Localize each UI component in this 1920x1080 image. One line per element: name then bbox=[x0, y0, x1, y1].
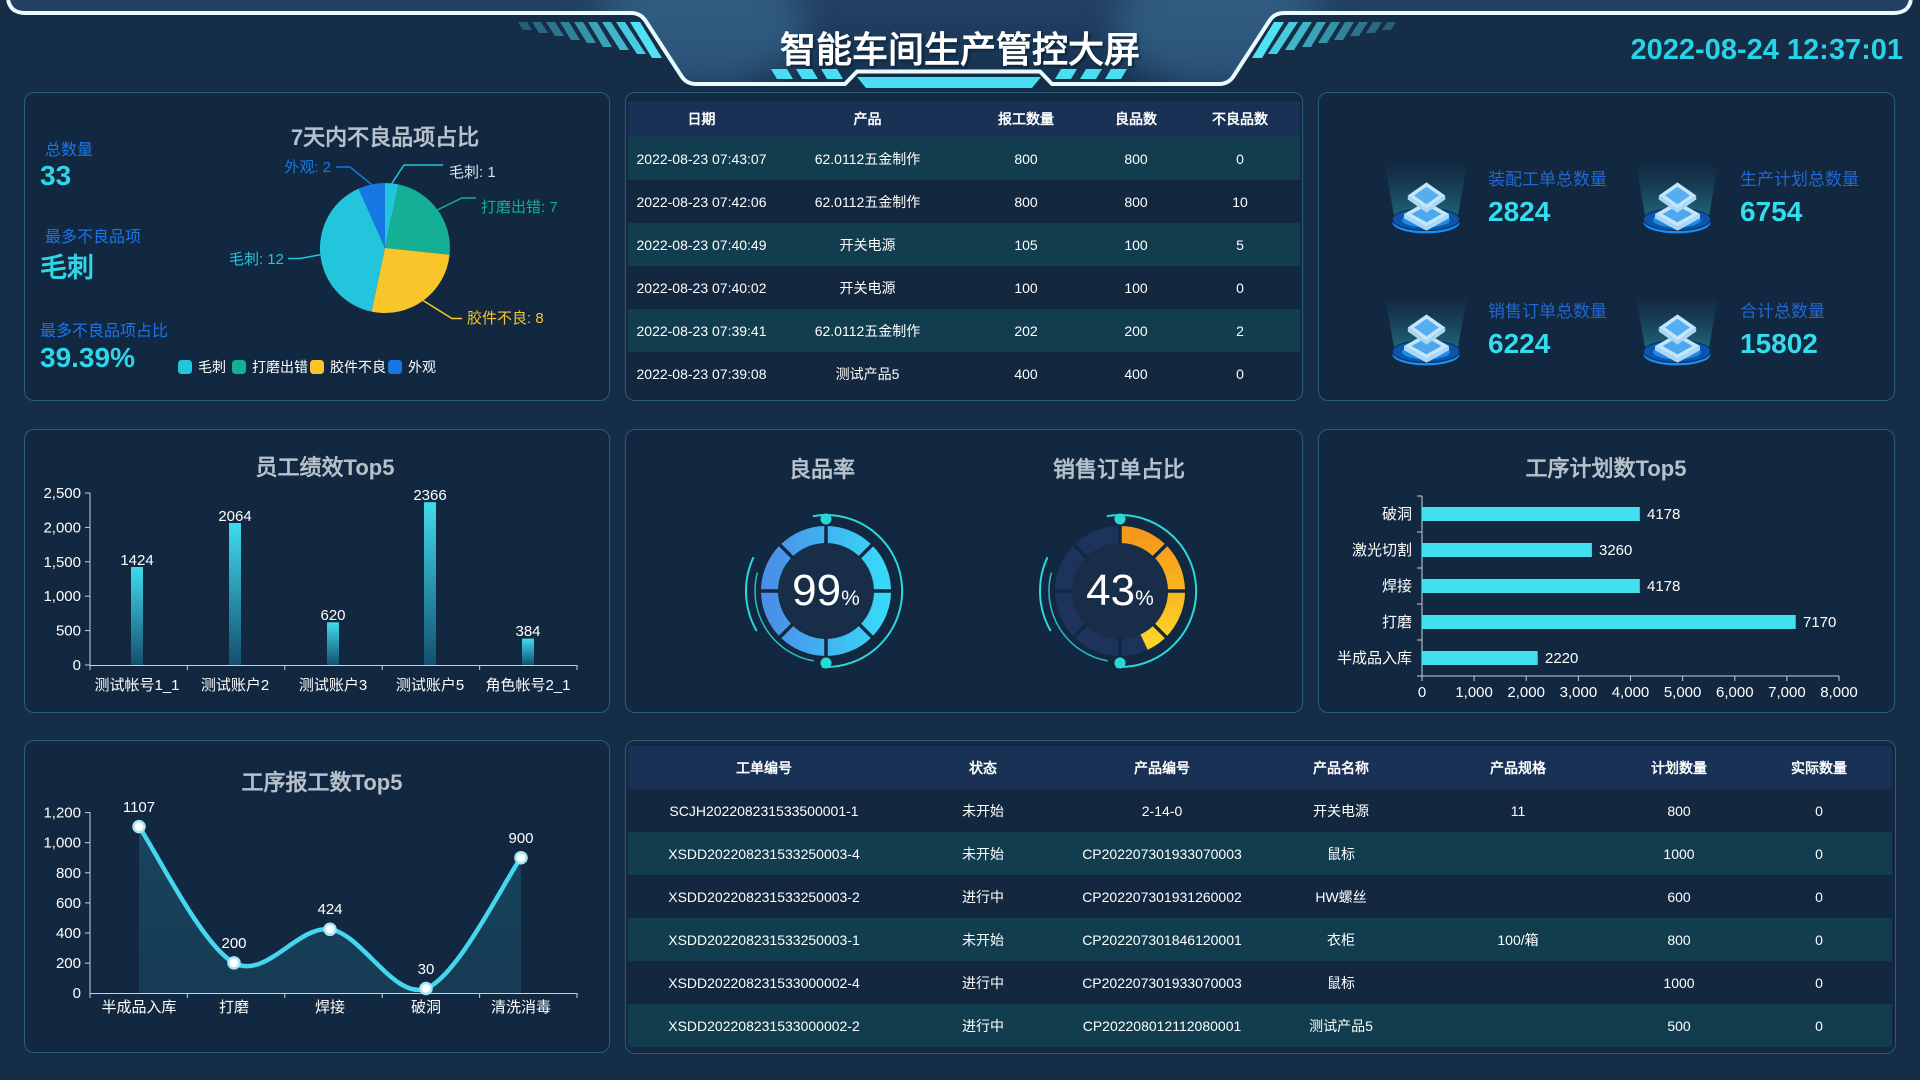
svg-text:7,000: 7,000 bbox=[1768, 684, 1806, 701]
svg-text:1424: 1424 bbox=[120, 552, 153, 569]
svg-text:4178: 4178 bbox=[1647, 506, 1680, 523]
svg-text:2,000: 2,000 bbox=[43, 519, 81, 536]
svg-text:焊接: 焊接 bbox=[315, 999, 345, 1016]
svg-text:毛刺: 12: 毛刺: 12 bbox=[229, 251, 284, 268]
svg-text:30: 30 bbox=[418, 961, 435, 978]
svg-text:2,500: 2,500 bbox=[43, 485, 81, 502]
svg-text:1,500: 1,500 bbox=[43, 554, 81, 571]
svg-text:焊接: 焊接 bbox=[1382, 578, 1412, 595]
svg-text:2366: 2366 bbox=[413, 487, 446, 504]
svg-text:1,200: 1,200 bbox=[43, 805, 81, 822]
svg-text:胶件不良: 胶件不良 bbox=[330, 359, 386, 375]
svg-text:胶件不良: 8: 胶件不良: 8 bbox=[467, 310, 544, 327]
svg-text:2064: 2064 bbox=[218, 508, 251, 525]
svg-text:破洞: 破洞 bbox=[411, 999, 441, 1016]
svg-text:1,000: 1,000 bbox=[43, 588, 81, 605]
svg-text:打磨出错: 7: 打磨出错: 7 bbox=[481, 199, 558, 216]
svg-text:1,000: 1,000 bbox=[43, 835, 81, 852]
svg-text:0: 0 bbox=[73, 985, 81, 1002]
svg-text:500: 500 bbox=[56, 623, 81, 640]
svg-text:6,000: 6,000 bbox=[1716, 684, 1754, 701]
svg-text:5,000: 5,000 bbox=[1664, 684, 1702, 701]
svg-text:600: 600 bbox=[56, 895, 81, 912]
svg-text:200: 200 bbox=[56, 955, 81, 972]
svg-text:测试账户3: 测试账户3 bbox=[299, 677, 367, 694]
svg-text:测试帐号1_1: 测试帐号1_1 bbox=[94, 677, 179, 694]
svg-text:200: 200 bbox=[221, 935, 246, 952]
svg-text:半成品入库: 半成品入库 bbox=[101, 999, 176, 1016]
svg-text:2,000: 2,000 bbox=[1507, 684, 1545, 701]
svg-text:外观: 2: 外观: 2 bbox=[284, 159, 331, 176]
svg-text:1107: 1107 bbox=[123, 799, 155, 816]
svg-text:4178: 4178 bbox=[1647, 578, 1680, 595]
svg-text:400: 400 bbox=[56, 925, 81, 942]
svg-text:测试账户5: 测试账户5 bbox=[396, 677, 464, 694]
svg-text:4,000: 4,000 bbox=[1612, 684, 1650, 701]
svg-text:打磨: 打磨 bbox=[219, 999, 249, 1016]
svg-text:0: 0 bbox=[73, 657, 81, 674]
svg-text:2220: 2220 bbox=[1545, 650, 1578, 667]
svg-text:外观: 外观 bbox=[408, 359, 436, 375]
svg-text:激光切割: 激光切割 bbox=[1352, 542, 1412, 559]
svg-text:424: 424 bbox=[317, 901, 342, 918]
svg-text:800: 800 bbox=[56, 865, 81, 882]
svg-text:1,000: 1,000 bbox=[1455, 684, 1493, 701]
svg-text:打磨: 打磨 bbox=[1382, 614, 1412, 631]
svg-text:620: 620 bbox=[320, 607, 345, 624]
svg-text:3260: 3260 bbox=[1599, 542, 1632, 559]
svg-text:毛刺: 毛刺 bbox=[198, 359, 226, 375]
svg-text:破洞: 破洞 bbox=[1382, 506, 1412, 523]
svg-text:0: 0 bbox=[1418, 684, 1426, 701]
svg-text:毛刺: 1: 毛刺: 1 bbox=[449, 164, 496, 181]
svg-text:3,000: 3,000 bbox=[1560, 684, 1598, 701]
svg-text:7170: 7170 bbox=[1803, 614, 1836, 631]
svg-text:8,000: 8,000 bbox=[1820, 684, 1858, 701]
svg-text:900: 900 bbox=[508, 830, 533, 847]
svg-text:打磨出错: 打磨出错 bbox=[252, 359, 308, 375]
svg-text:角色帐号2_1: 角色帐号2_1 bbox=[485, 677, 570, 694]
svg-text:测试账户2: 测试账户2 bbox=[201, 677, 269, 694]
svg-text:384: 384 bbox=[515, 623, 540, 640]
svg-text:清洗消毒: 清洗消毒 bbox=[491, 999, 551, 1016]
svg-text:半成品入库: 半成品入库 bbox=[1337, 650, 1412, 667]
